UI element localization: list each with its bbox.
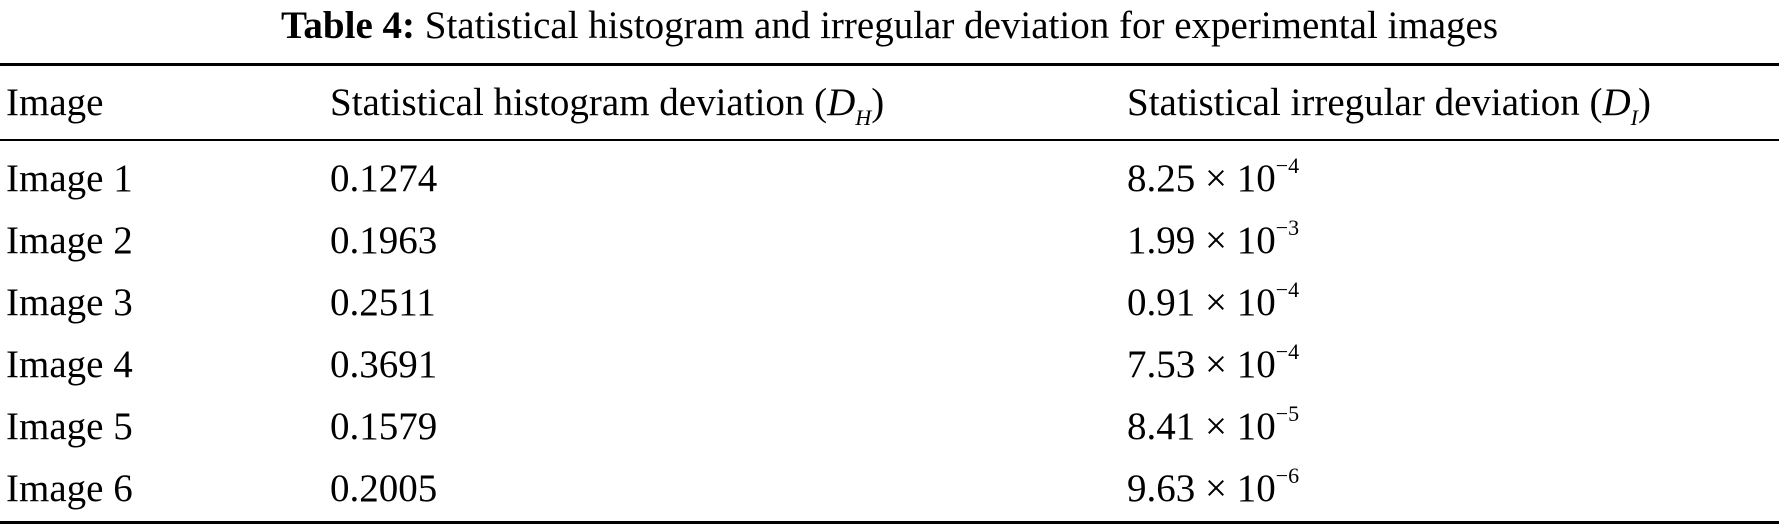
cell-image: Image 4	[6, 343, 133, 386]
irregular-exponent: −5	[1275, 401, 1300, 426]
irregular-base: × 10	[1195, 281, 1276, 324]
cell-image: Image 5	[6, 405, 133, 448]
irregular-base: × 10	[1195, 157, 1276, 200]
header-histogram-text: Statistical histogram deviation (	[330, 81, 828, 124]
irregular-mantissa: 7.53	[1127, 343, 1196, 386]
cell-image: Image 3	[6, 281, 133, 324]
bottom-rule	[0, 521, 1779, 524]
irregular-mantissa: 8.41	[1127, 405, 1196, 448]
header-histogram-symbol: D	[827, 81, 856, 124]
header-irregular-close: )	[1637, 81, 1651, 124]
cell-image: Image 6	[6, 467, 133, 510]
cell-irregular: 0.91 × 10−4	[1127, 272, 1299, 339]
irregular-mantissa: 1.99	[1127, 219, 1196, 262]
table-caption-label: Table 4:	[280, 4, 415, 47]
irregular-exponent: −4	[1275, 339, 1300, 364]
irregular-exponent: −4	[1275, 277, 1300, 302]
cell-irregular: 1.99 × 10−3	[1127, 210, 1299, 277]
cell-image: Image 1	[6, 157, 133, 200]
table-body: Image 1 0.1274 8.25 × 10−4 Image 2 0.196…	[0, 148, 1779, 520]
table-row: Image 1 0.1274 8.25 × 10−4	[0, 148, 1779, 210]
cell-irregular: 9.63 × 10−6	[1127, 458, 1299, 525]
header-rule	[0, 139, 1779, 141]
table-row: Image 6 0.2005 9.63 × 10−6	[0, 458, 1779, 520]
header-irregular-symbol: D	[1602, 81, 1631, 124]
header-irregular-subscript: I	[1630, 105, 1638, 130]
cell-irregular: 8.25 × 10−4	[1127, 148, 1299, 215]
irregular-base: × 10	[1195, 343, 1276, 386]
irregular-base: × 10	[1195, 467, 1276, 510]
header-irregular-deviation: Statistical irregular deviation (DI)	[1127, 72, 1651, 139]
cell-histogram: 0.3691	[330, 343, 438, 386]
cell-histogram: 0.1963	[330, 219, 438, 262]
top-rule	[0, 63, 1779, 66]
table-row: Image 4 0.3691 7.53 × 10−4	[0, 334, 1779, 396]
cell-histogram: 0.2005	[330, 467, 438, 510]
header-histogram-subscript: H	[855, 105, 872, 130]
header-histogram-deviation: Statistical histogram deviation (DH)	[330, 72, 884, 139]
irregular-exponent: −4	[1275, 153, 1300, 178]
cell-image: Image 2	[6, 219, 133, 262]
cell-irregular: 7.53 × 10−4	[1127, 334, 1299, 401]
cell-irregular: 8.41 × 10−5	[1127, 396, 1299, 463]
header-image: Image	[6, 81, 104, 124]
irregular-exponent: −6	[1275, 463, 1300, 488]
irregular-base: × 10	[1195, 405, 1276, 448]
header-histogram-close: )	[871, 81, 885, 124]
irregular-mantissa: 0.91	[1127, 281, 1196, 324]
table-row: Image 5 0.1579 8.41 × 10−5	[0, 396, 1779, 458]
irregular-mantissa: 9.63	[1127, 467, 1196, 510]
irregular-base: × 10	[1195, 219, 1276, 262]
table-row: Image 2 0.1963 1.99 × 10−3	[0, 210, 1779, 272]
header-irregular-text: Statistical irregular deviation (	[1127, 81, 1603, 124]
table-caption: Table 4: Statistical histogram and irreg…	[0, 0, 1779, 62]
table-row: Image 3 0.2511 0.91 × 10−4	[0, 272, 1779, 334]
table-header-row: Image Statistical histogram deviation (D…	[0, 72, 1779, 134]
table-caption-text: Statistical histogram and irregular devi…	[424, 4, 1498, 47]
cell-histogram: 0.1579	[330, 405, 438, 448]
irregular-mantissa: 8.25	[1127, 157, 1196, 200]
cell-histogram: 0.1274	[330, 157, 438, 200]
irregular-exponent: −3	[1275, 215, 1300, 240]
cell-histogram: 0.2511	[330, 281, 436, 324]
